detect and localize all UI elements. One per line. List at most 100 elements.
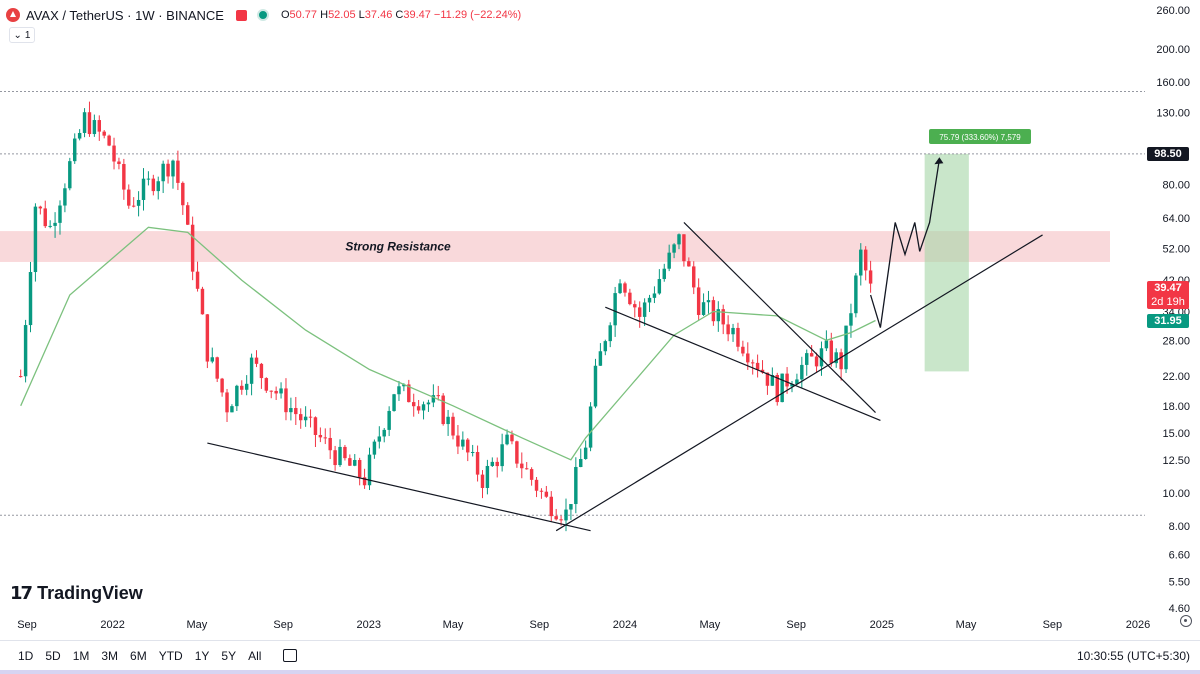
candle-down (755, 362, 760, 370)
candle-down (524, 468, 529, 470)
range-button-all[interactable]: All (248, 648, 262, 663)
candle-down (539, 490, 544, 492)
candle-down (809, 353, 814, 357)
y-tick-label: 12.50 (1162, 455, 1190, 467)
y-tick-label: 15.00 (1162, 428, 1190, 440)
range-button-1d[interactable]: 1D (18, 648, 34, 663)
candle-down (475, 451, 480, 475)
candle-down (750, 362, 755, 364)
x-tick-label: 2022 (100, 619, 124, 631)
candle-down (348, 458, 352, 466)
candle-down (313, 417, 318, 435)
candle-up (82, 112, 87, 133)
candle-up (58, 205, 62, 223)
candle-down (38, 206, 43, 209)
candle-down (43, 208, 47, 227)
candle-down (215, 357, 219, 379)
candle-down (466, 439, 470, 453)
candle-up (770, 374, 775, 386)
candle-down (127, 189, 131, 206)
candle-down (549, 496, 553, 517)
range-button-ytd[interactable]: YTD (158, 648, 183, 663)
candle-down (87, 112, 92, 135)
avax-logo-icon (6, 8, 20, 22)
candle-down (225, 392, 229, 413)
candle-up (647, 297, 652, 303)
target-zone (924, 153, 969, 372)
candle-down (97, 120, 102, 132)
arrow-head-icon (934, 157, 944, 165)
candle-up (677, 234, 681, 245)
settings-gear-icon[interactable] (1180, 615, 1192, 627)
collapse-indicators-button[interactable]: ⌄ 1 (9, 27, 35, 43)
target-label-badge (929, 129, 1031, 144)
range-button-1y[interactable]: 1Y (194, 648, 210, 663)
candle-up (382, 429, 386, 437)
candle-down (775, 374, 779, 403)
symbol-title[interactable]: AVAX / TetherUS · 1W · BINANCE (26, 7, 224, 23)
bottom-strip (0, 670, 1200, 674)
calendar-goto-icon[interactable] (283, 649, 298, 662)
candle-up (421, 404, 426, 411)
y-tick-label: 4.60 (1169, 603, 1190, 615)
candle-up (490, 461, 495, 466)
candle-down (181, 182, 185, 206)
candle-up (662, 268, 666, 280)
y-tick-label: 22.00 (1162, 371, 1190, 383)
candle-down (785, 373, 789, 387)
target-label: 75.79 (333.60%) 7,579 (939, 133, 1021, 142)
range-button-3m[interactable]: 3M (101, 648, 119, 663)
range-button-6m[interactable]: 6M (130, 648, 147, 663)
candle-up (603, 341, 608, 352)
candle-down (362, 477, 367, 486)
tradingview-mark-icon: 17 (10, 583, 33, 604)
x-tick-label: May (699, 619, 720, 631)
candle-up (854, 275, 858, 314)
candle-down (456, 435, 460, 447)
y-tick-label: 5.50 (1169, 577, 1190, 589)
tradingview-logo[interactable]: 17 TradingView (10, 583, 143, 604)
candle-down (240, 385, 244, 390)
candle-up (790, 383, 794, 387)
candle-up (92, 120, 97, 135)
candle-up (136, 199, 141, 206)
x-tick-label: May (186, 619, 207, 631)
candle-up (701, 302, 706, 315)
clock-readout[interactable]: 10:30:55 (UTC+5:30) (1076, 649, 1190, 663)
resistance-label: Strong Resistance (345, 240, 451, 254)
candle-down (343, 446, 347, 459)
candle-down (520, 463, 524, 469)
y-tick-label: 200.00 (1156, 44, 1190, 56)
candle-up (731, 327, 735, 335)
candle-up (505, 434, 509, 445)
candle-up (426, 402, 431, 405)
candle-down (765, 372, 770, 386)
candle-down (534, 479, 539, 491)
candle-up (780, 373, 784, 403)
trendline (605, 306, 881, 422)
y-tick-label: 18.00 (1162, 401, 1190, 413)
candle-down (18, 376, 23, 378)
candle-down (480, 474, 485, 488)
candle-down (186, 205, 190, 225)
range-button-1m[interactable]: 1M (72, 648, 90, 663)
candle-up (598, 351, 603, 366)
candle-down (259, 363, 264, 379)
candle-down (328, 437, 332, 451)
candle-down (741, 346, 745, 354)
candle-up (608, 325, 612, 342)
candle-down (682, 234, 686, 262)
y-tick-label: 52.00 (1162, 244, 1190, 256)
range-button-5y[interactable]: 5Y (221, 648, 237, 663)
candle-down (559, 519, 563, 521)
candle-up (392, 394, 396, 411)
candle-up (387, 410, 391, 430)
range-button-5d[interactable]: 5D (45, 648, 61, 663)
candle-down (736, 327, 740, 347)
price-chart[interactable]: Strong Resistance 75.79 (333.60%) 7,579 26… (0, 0, 1200, 640)
market-status-icon[interactable] (235, 9, 247, 21)
candle-down (628, 292, 632, 305)
visibility-icon[interactable] (256, 9, 269, 21)
candle-down (131, 205, 136, 207)
candle-down (451, 416, 455, 436)
